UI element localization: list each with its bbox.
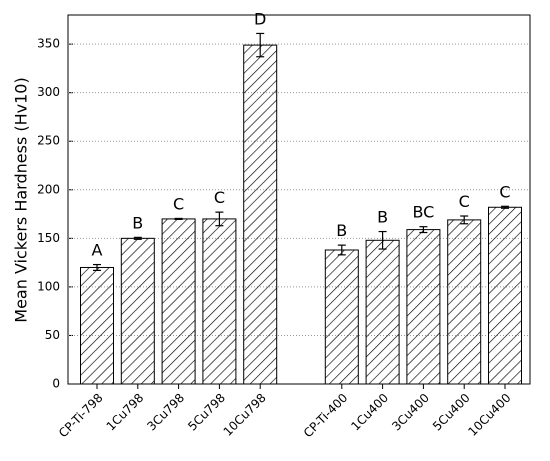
bar	[80, 266, 114, 385]
bar	[243, 44, 278, 385]
bar	[161, 218, 196, 385]
group-letter: A	[92, 241, 103, 260]
bar	[365, 239, 400, 385]
y-tick-label: 250	[37, 134, 60, 148]
x-tick-label: 3Cu798	[144, 391, 187, 434]
group-letter: B	[336, 221, 347, 240]
y-tick-label: 300	[37, 85, 60, 99]
bar	[406, 229, 441, 385]
bar	[120, 237, 155, 385]
group-letter: C	[459, 192, 470, 211]
x-tick-label: 3Cu400	[389, 391, 432, 434]
y-tick-label: 150	[37, 231, 60, 245]
error-bar	[93, 263, 101, 271]
x-tick-label: 1Cu400	[348, 391, 391, 434]
error-bar	[133, 236, 142, 240]
y-axis-label: Mean Vickers Hardness (Hv10)	[12, 77, 31, 322]
group-letter: C	[499, 182, 510, 201]
error-bar	[378, 230, 387, 250]
y-tick-label: 0	[52, 377, 60, 391]
x-tick-label: 10Cu798	[221, 391, 269, 439]
group-letter: D	[254, 9, 266, 28]
error-bar	[256, 32, 265, 58]
plot-frame	[67, 14, 531, 385]
bar	[488, 206, 522, 385]
x-tick-label: 10Cu400	[465, 391, 513, 439]
y-tick-label: 50	[45, 328, 60, 342]
error-bar	[174, 217, 183, 221]
bar	[324, 249, 359, 385]
group-letter: B	[132, 213, 143, 232]
error-bar	[460, 215, 469, 225]
error-bar	[501, 205, 509, 209]
group-letter: BC	[412, 203, 434, 222]
group-letter: C	[214, 188, 225, 207]
group-letter: B	[377, 208, 388, 227]
y-tick-label: 100	[37, 279, 60, 293]
x-tick-label: 1Cu798	[104, 391, 147, 434]
y-tick-label: 200	[37, 182, 60, 196]
bar	[202, 218, 237, 385]
x-tick-label: CP-Ti-400	[301, 391, 351, 441]
error-bar	[419, 226, 428, 234]
error-bar	[215, 211, 224, 227]
y-tick-label: 350	[37, 37, 60, 51]
x-tick-label: CP-Ti-798	[56, 391, 106, 441]
group-letter: C	[173, 194, 184, 213]
bar	[447, 219, 482, 385]
error-bar	[337, 244, 346, 256]
